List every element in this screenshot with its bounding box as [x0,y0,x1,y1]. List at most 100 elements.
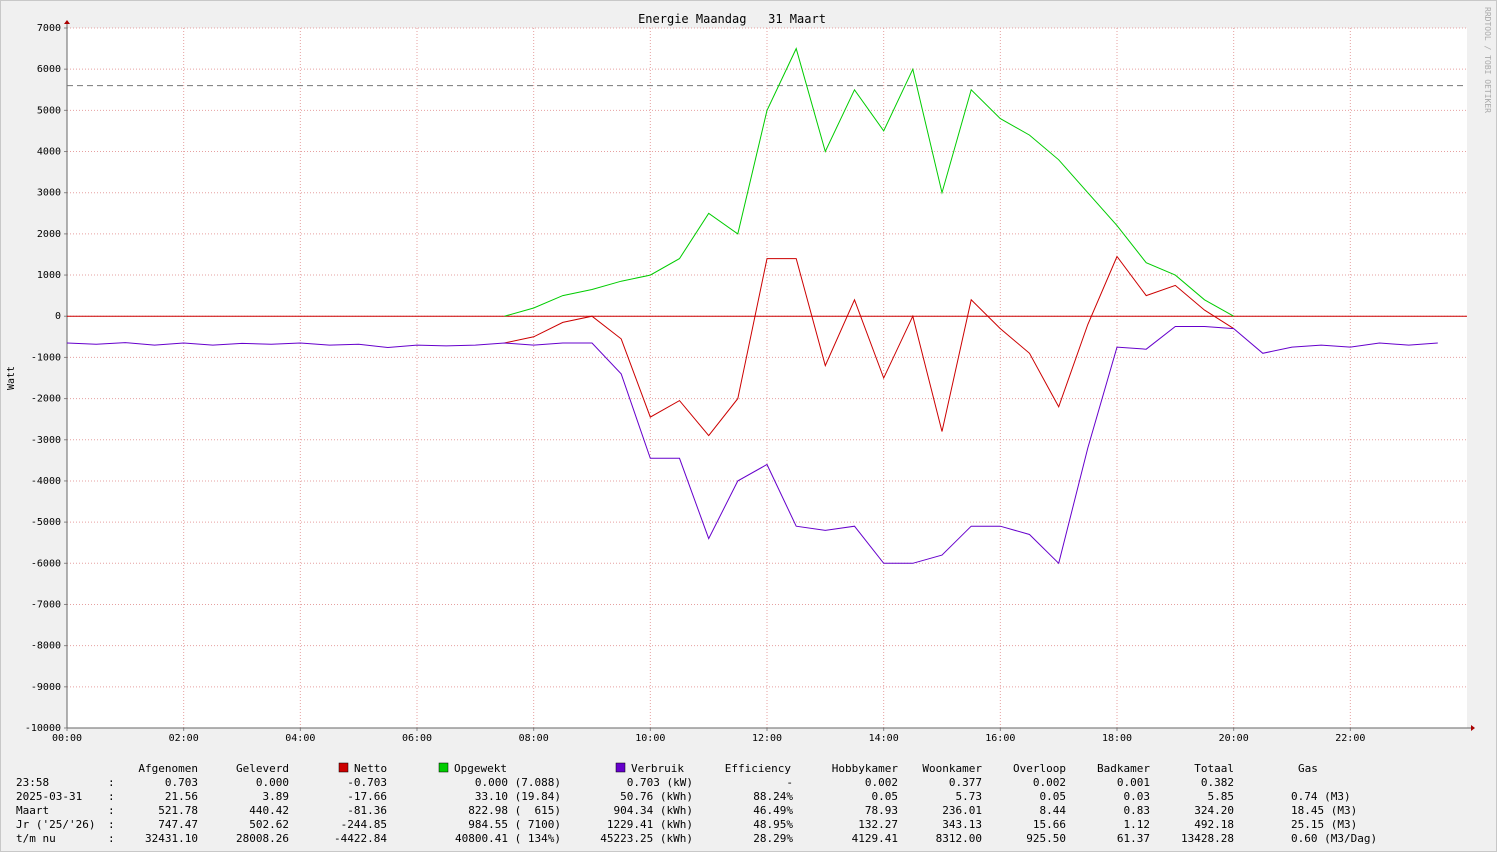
y-tick-label: -1000 [31,352,61,363]
row-separator: : [108,818,115,831]
row-separator: : [108,832,115,845]
row-label: 2025-03-31 [16,790,82,803]
table-cell: 15.66 [1033,818,1066,831]
table-header: Gas [1298,762,1318,775]
table-cell: 13428.28 [1181,832,1234,845]
table-cell: 0.60 (M3/Dag) [1291,832,1377,845]
table-cell: 324.20 [1194,804,1234,817]
table-cell: -0.703 [347,776,387,789]
table-cell: 925.50 [1026,832,1066,845]
y-tick-label: -6000 [31,558,61,569]
y-tick-label: -2000 [31,394,61,405]
watermark: RRDTOOL / TOBI OETIKER [1483,7,1492,113]
table-header: Badkamer [1097,762,1150,775]
y-tick-label: -5000 [31,517,61,528]
table-cell: 492.18 [1194,818,1234,831]
y-tick-label: -8000 [31,641,61,652]
table-cell: 28.29% [753,832,793,845]
row-label: Jr ('25/'26) [16,818,95,831]
legend-label: Netto [354,762,387,775]
row-separator: : [108,804,115,817]
table-cell: 33.10 (19.84) [475,790,561,803]
table-cell: 0.05 [872,790,899,803]
y-tick-label: 4000 [37,147,61,158]
table-cell: 0.377 [949,776,982,789]
y-tick-label: -7000 [31,599,61,610]
table-cell: 40800.41 ( 134%) [455,832,561,845]
series-line [504,47,1234,317]
y-tick-label: 1000 [37,270,61,281]
table-cell: 1.12 [1124,818,1151,831]
table-header: Totaal [1194,762,1234,775]
y-tick-label: -4000 [31,476,61,487]
table-cell: 18.45 (M3) [1291,804,1357,817]
table-header: Afgenomen [138,762,198,775]
table-header: Geleverd [236,762,289,775]
table-cell: 0.74 (M3) [1291,790,1351,803]
table-cell: 984.55 ( 7100) [468,818,561,831]
y-tick-label: 6000 [37,64,61,75]
table-cell: 502.62 [249,818,289,831]
x-tick-label: 06:00 [402,733,432,744]
x-tick-label: 20:00 [1219,733,1249,744]
x-tick-label: 18:00 [1102,733,1132,744]
table-cell: 61.37 [1117,832,1150,845]
x-tick-label: 10:00 [635,733,665,744]
x-tick-label: 16:00 [985,733,1015,744]
table-cell: 822.98 ( 615) [468,804,561,817]
x-tick-label: 14:00 [869,733,899,744]
y-tick-label: 5000 [37,105,61,116]
table-header: Woonkamer [922,762,982,775]
table-header: Efficiency [725,762,792,775]
row-label: 23:58 [16,776,49,789]
table-cell: 78.93 [865,804,898,817]
table-cell: 45223.25 (kWh) [600,832,693,845]
table-cell: 8312.00 [936,832,982,845]
table-cell: 48.95% [753,818,793,831]
table-cell: 5.85 [1208,790,1235,803]
table-header: Overloop [1013,762,1066,775]
table-cell: 0.001 [1117,776,1150,789]
table-cell: 3.89 [263,790,290,803]
plot-area [67,28,1467,728]
table-cell: 0.83 [1124,804,1151,817]
x-tick-label: 12:00 [752,733,782,744]
y-axis-arrow [64,20,70,24]
series-line [504,255,1234,437]
table-cell: 46.49% [753,804,793,817]
table-cell: 0.382 [1201,776,1234,789]
table-cell: - [786,776,793,789]
table-cell: 28008.26 [236,832,289,845]
legend-label: Opgewekt [454,762,507,775]
table-cell: 0.000 [256,776,289,789]
table-cell: 4129.41 [852,832,898,845]
row-separator: : [108,776,115,789]
chart-title: Energie Maandag 31 Maart [638,12,826,26]
table-cell: 8.44 [1040,804,1067,817]
table-cell: 50.76 (kWh) [620,790,693,803]
table-cell: 0.000 (7.088) [475,776,561,789]
table-cell: -4422.84 [334,832,387,845]
table-cell: 1229.41 (kWh) [607,818,693,831]
legend-swatch [438,762,449,773]
row-label: Maart [16,804,49,817]
legend-swatch [338,762,349,773]
table-cell: 21.56 [165,790,198,803]
table-cell: 0.03 [1124,790,1151,803]
y-tick-label: 7000 [37,23,61,34]
table-cell: 5.73 [956,790,983,803]
series-line [66,326,1438,565]
table-cell: 0.05 [1040,790,1067,803]
x-tick-label: 22:00 [1335,733,1365,744]
table-cell: 343.13 [942,818,982,831]
table-cell: 0.703 (kW) [627,776,693,789]
table-cell: 0.703 [165,776,198,789]
y-tick-label: 0 [55,311,61,322]
table-cell: -81.36 [347,804,387,817]
x-tick-label: 00:00 [52,733,82,744]
table-cell: 0.002 [865,776,898,789]
table-cell: 32431.10 [145,832,198,845]
table-cell: 747.47 [158,818,198,831]
